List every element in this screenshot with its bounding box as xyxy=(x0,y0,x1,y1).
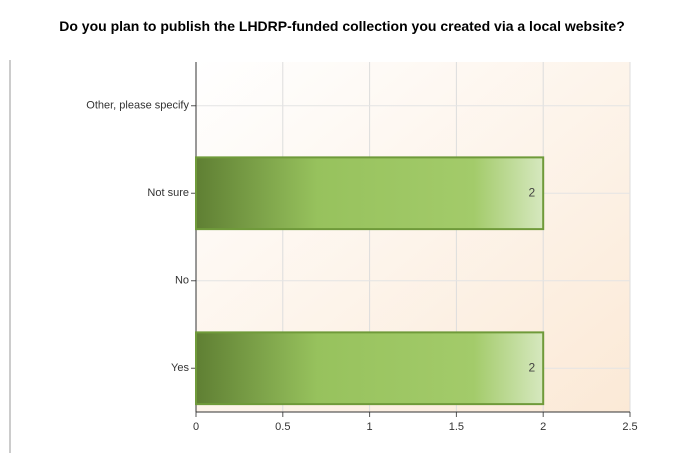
x-tick-label: 0.5 xyxy=(275,421,290,433)
x-tick-label: 2 xyxy=(540,421,546,433)
data-label: 2 xyxy=(529,185,536,199)
y-tick-label: Yes xyxy=(171,362,189,374)
y-tick-label: No xyxy=(175,275,189,287)
x-tick-label: 0 xyxy=(193,421,199,433)
bar xyxy=(195,156,545,231)
y-tick-label: Other, please specify xyxy=(86,100,189,112)
bar xyxy=(195,331,545,406)
data-label: 2 xyxy=(529,360,536,374)
x-tick-label: 1.5 xyxy=(449,421,464,433)
x-tick-label: 2.5 xyxy=(622,421,637,433)
x-tick-label: 1 xyxy=(367,421,373,433)
chart-title: Do you plan to publish the LHDRP-funded … xyxy=(59,18,625,34)
y-tick-label: Not sure xyxy=(147,187,189,199)
